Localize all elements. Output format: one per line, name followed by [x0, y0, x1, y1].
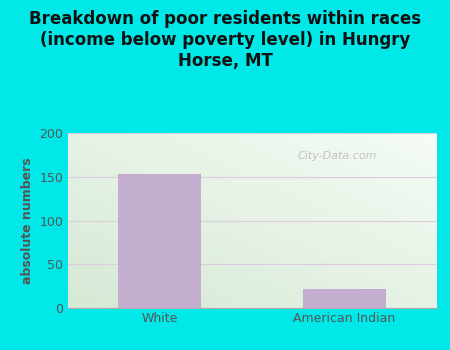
Bar — [118, 174, 201, 308]
Text: City-Data.com: City-Data.com — [297, 151, 377, 161]
Y-axis label: absolute numbers: absolute numbers — [21, 157, 34, 284]
Text: Breakdown of poor residents within races
(income below poverty level) in Hungry
: Breakdown of poor residents within races… — [29, 10, 421, 70]
Bar — [303, 289, 386, 308]
